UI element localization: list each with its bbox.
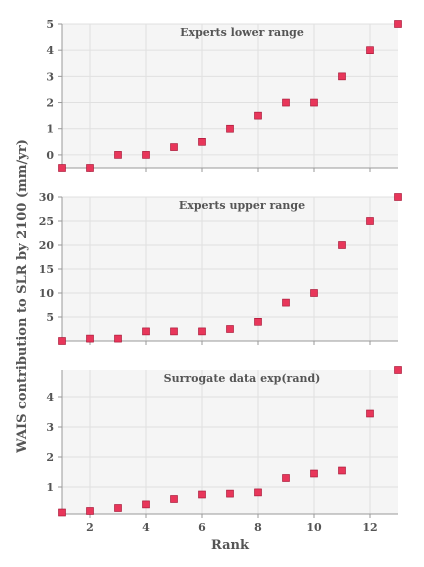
data-point — [394, 366, 402, 374]
y-tick-label: 1 — [46, 481, 54, 494]
y-tick-label: 20 — [39, 239, 55, 252]
data-point — [226, 325, 234, 333]
y-tick-label: 3 — [46, 70, 54, 83]
data-point — [198, 490, 206, 499]
data-point — [198, 138, 206, 146]
data-point — [142, 500, 150, 509]
x-tick-label: 10 — [306, 521, 322, 534]
data-point — [254, 317, 262, 326]
y-tick-label: 3 — [46, 421, 54, 434]
x-tick-label: 4 — [142, 521, 150, 534]
data-point — [58, 337, 66, 345]
data-point — [338, 72, 346, 81]
data-point — [226, 124, 234, 133]
data-point — [282, 98, 290, 107]
x-tick-label: 8 — [254, 521, 262, 534]
data-point — [394, 20, 402, 28]
data-point — [114, 504, 122, 512]
y-tick-label: 2 — [46, 451, 54, 464]
data-point — [366, 217, 374, 225]
y-tick-label: 5 — [46, 18, 54, 31]
y-tick-label: 15 — [39, 263, 54, 276]
y-tick-label: 2 — [46, 97, 54, 110]
y-tick-label: 5 — [46, 311, 54, 324]
data-point — [254, 111, 262, 120]
y-tick-label: 4 — [46, 44, 54, 57]
data-point — [86, 507, 94, 515]
data-point — [170, 143, 178, 151]
x-axis-label: Rank — [211, 538, 250, 553]
data-point — [338, 466, 346, 475]
x-tick-label: 12 — [362, 521, 377, 534]
panel-2: 5 10 15 20 25 30 Experts upper range — [39, 191, 402, 345]
data-point — [58, 508, 66, 517]
data-point — [86, 164, 94, 172]
data-point — [58, 164, 66, 172]
data-point — [114, 151, 122, 159]
data-point — [338, 241, 346, 249]
y-tick-label: 25 — [39, 215, 54, 228]
data-point — [226, 489, 234, 498]
data-point — [198, 327, 206, 336]
data-point — [366, 46, 374, 54]
panel-title: Surrogate data exp(rand) — [164, 372, 321, 385]
data-point — [114, 334, 122, 343]
y-tick-label: 30 — [39, 191, 55, 204]
data-point — [142, 151, 150, 159]
data-point — [254, 488, 262, 497]
x-tick-label: 2 — [86, 521, 94, 534]
data-point — [310, 98, 318, 107]
plot-area — [62, 24, 398, 168]
data-point — [394, 193, 402, 201]
data-point — [310, 469, 318, 478]
y-tick-label: 4 — [46, 391, 54, 404]
data-point — [310, 289, 318, 297]
x-tick-label: 6 — [198, 521, 206, 534]
panel-1: 0 1 2 3 4 5 Experts lower range — [46, 18, 402, 172]
y-tick-label: 10 — [39, 287, 55, 300]
y-tick-label: 0 — [46, 149, 54, 162]
data-point — [170, 327, 178, 336]
data-point — [142, 327, 150, 336]
panel-title: Experts upper range — [179, 199, 305, 212]
data-point — [282, 474, 290, 482]
y-axis-label: WAIS contribution to SLR by 2100 (mm/yr) — [15, 139, 30, 454]
data-point — [366, 409, 374, 418]
panel-title: Experts lower range — [180, 26, 304, 39]
data-point — [86, 334, 94, 343]
data-point — [170, 495, 178, 503]
data-point — [282, 298, 290, 307]
y-tick-label: 1 — [46, 123, 54, 136]
